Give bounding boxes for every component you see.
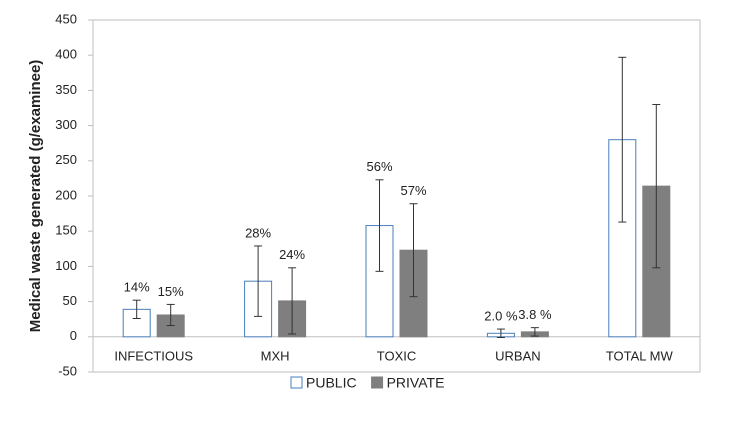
error-bar bbox=[652, 103, 661, 269]
y-tick-label: 400 bbox=[55, 47, 77, 62]
y-tick-label: -50 bbox=[58, 363, 77, 378]
data-label: 2.0 % bbox=[484, 308, 518, 323]
error-bar bbox=[375, 179, 384, 272]
error-bar bbox=[132, 299, 141, 319]
y-axis-label: Medical waste generated (g/examinee) bbox=[27, 60, 44, 333]
data-label: 57% bbox=[400, 183, 426, 198]
y-tick-label: 200 bbox=[55, 187, 77, 202]
x-tick-label: MXH bbox=[261, 348, 290, 363]
data-label: 24% bbox=[279, 247, 305, 262]
error-bar bbox=[530, 327, 539, 337]
legend-label: PRIVATE bbox=[387, 375, 445, 391]
error-bar bbox=[288, 267, 297, 335]
error-bar bbox=[254, 245, 263, 317]
error-bar bbox=[409, 203, 418, 298]
error-bar bbox=[618, 56, 627, 223]
legend-swatch bbox=[290, 376, 303, 389]
y-tick-label: 0 bbox=[70, 328, 77, 343]
data-label: 14% bbox=[124, 280, 150, 295]
data-label: 15% bbox=[158, 284, 184, 299]
data-label: 3.8 % bbox=[518, 307, 552, 322]
y-tick-label: 50 bbox=[63, 293, 77, 308]
y-tick-label: 450 bbox=[55, 11, 77, 26]
data-label: 56% bbox=[366, 159, 392, 174]
error-bar bbox=[166, 303, 175, 327]
legend-swatch bbox=[371, 376, 384, 389]
data-label: 28% bbox=[245, 225, 271, 240]
y-tick-label: 250 bbox=[55, 152, 77, 167]
y-tick-label: 100 bbox=[55, 258, 77, 273]
x-tick-label: TOXIC bbox=[377, 348, 417, 363]
x-tick-label: INFECTIOUS bbox=[114, 348, 193, 363]
y-tick-label: 350 bbox=[55, 82, 77, 97]
y-tick-label: 300 bbox=[55, 117, 77, 132]
error-bar bbox=[496, 328, 505, 339]
legend-label: PUBLIC bbox=[306, 375, 357, 391]
x-tick-label: TOTAL MW bbox=[606, 348, 674, 363]
x-tick-label: URBAN bbox=[495, 348, 541, 363]
y-tick-label: 150 bbox=[55, 223, 77, 238]
